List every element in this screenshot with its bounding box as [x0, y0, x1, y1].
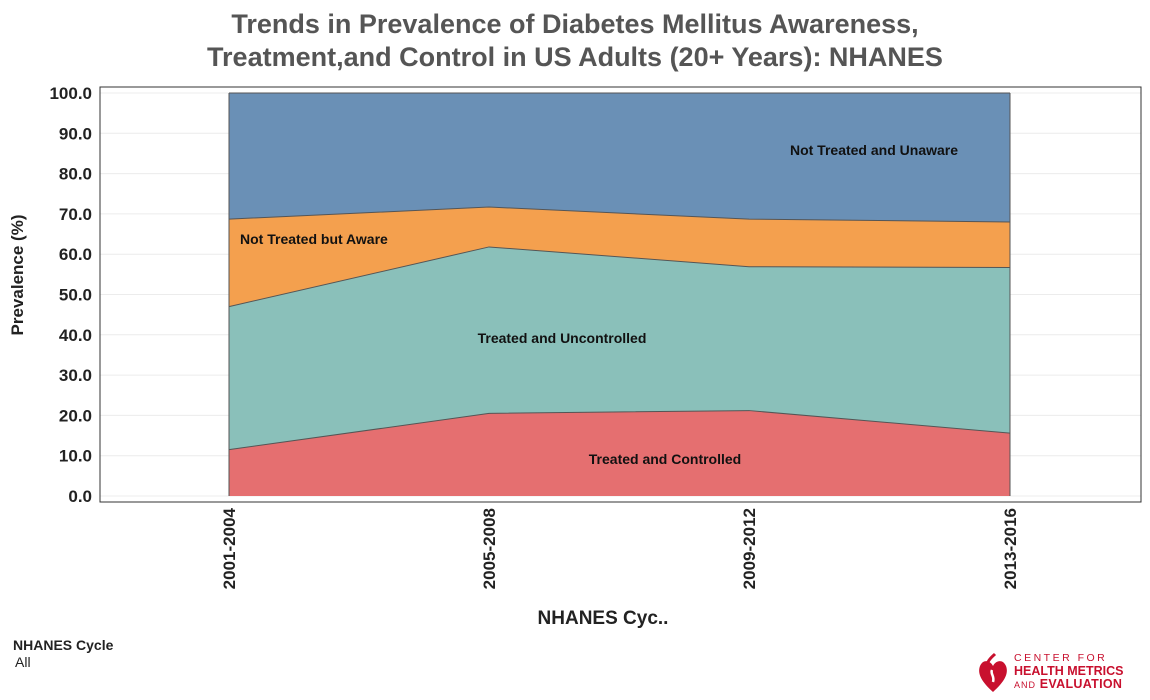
boundary-line-0 [228, 410, 1011, 451]
logo-line-1: CENTER FOR [1014, 652, 1108, 664]
y-tick-label-3: 30.0 [59, 366, 92, 385]
series-label-unaware: Not Treated and Unaware [790, 142, 958, 158]
series-label-aware: Not Treated but Aware [240, 231, 388, 247]
stacked-area-chart: 0.0 10.0 20.0 30.0 40.0 50.0 60.0 70.0 80.0 90.0 1… [49, 84, 1142, 589]
area-unaware [229, 93, 1010, 222]
y-tick-label-5: 50.0 [59, 286, 92, 305]
x-tick-label-0: 2001-2004 [220, 507, 239, 589]
area-uncontrolled [229, 246, 1010, 450]
logo-line-3: EVALUATION [1039, 677, 1123, 691]
y-tick-label-0: 0.0 [68, 487, 92, 506]
x-axis-label: NHANES Cyc.. [537, 608, 669, 629]
y-tick-label-6: 60.0 [59, 245, 92, 264]
heart-logo-icon [979, 652, 1007, 692]
y-axis-label: Prevalence (%) [8, 214, 27, 336]
x-tick-label-2: 2009-2012 [740, 508, 759, 589]
chart-title-line-2: Treatment,and Control in US Adults (20+ … [207, 42, 943, 72]
area-controlled [229, 410, 1010, 496]
plot-frame [99, 86, 1142, 503]
y-tick-label-9: 90.0 [59, 124, 92, 143]
chart-title: Trends in Prevalence of Diabetes Mellitu… [0, 8, 1150, 74]
filter-label: NHANES Cycle [13, 637, 114, 653]
chart-title-line-1: Trends in Prevalence of Diabetes Mellitu… [231, 9, 919, 39]
x-tick-label-1: 2005-2008 [480, 508, 499, 589]
filter-value[interactable]: All [15, 654, 31, 670]
y-tick-label-7: 70.0 [59, 205, 92, 224]
chme-logo: CENTER FOR HEALTH METRICS AND EVALUATION [976, 652, 1126, 694]
series-label-controlled: Treated and Controlled [589, 451, 741, 467]
y-tick-label-10: 100.0 [49, 84, 92, 103]
logo-line-2: HEALTH METRICS [1014, 664, 1124, 678]
boundary-line-1 [228, 246, 1011, 308]
y-tick-label-8: 80.0 [59, 165, 92, 184]
y-tick-label-2: 20.0 [59, 406, 92, 425]
y-tick-label-1: 10.0 [59, 447, 92, 466]
x-tick-label-3: 2013-2016 [1001, 508, 1020, 589]
y-tick-label-4: 40.0 [59, 326, 92, 345]
logo-line-3-small: AND [1014, 680, 1037, 690]
series-label-uncontrolled: Treated and Uncontrolled [478, 330, 647, 346]
boundary-line-2 [228, 206, 1011, 223]
